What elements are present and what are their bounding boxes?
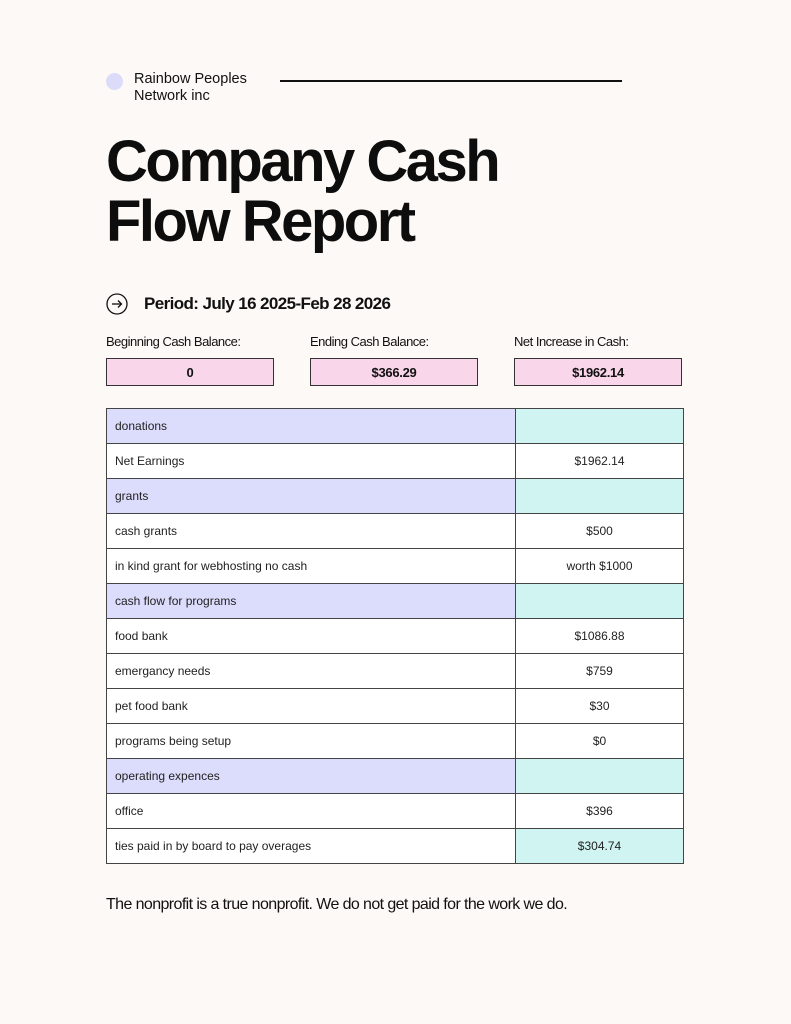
row-label: cash grants <box>106 513 516 549</box>
organization-name: Rainbow Peoples Network inc <box>134 71 284 105</box>
row-amount: $304.74 <box>515 828 684 864</box>
row-amount: $30 <box>515 688 684 724</box>
cash-flow-table-body: donations Net Earnings $1962.14 grants cash … <box>106 408 684 864</box>
beginning-balance-value: 0 <box>106 358 274 386</box>
net-increase: Net Increase in Cash: $1962.14 <box>514 334 684 386</box>
row-amount: worth $1000 <box>515 548 684 584</box>
cash-flow-table: donations Net Earnings $1962.14 grants cash … <box>106 408 684 864</box>
table-section-row: cash flow for programs <box>106 583 684 619</box>
arrow-right-circle-icon <box>106 293 128 315</box>
row-label: ties paid in by board to pay overages <box>106 828 516 864</box>
table-section-row: donations <box>106 408 684 444</box>
row-label: in kind grant for webhosting no cash <box>106 548 516 584</box>
organization-name-line1: Rainbow Peoples <box>134 71 247 87</box>
row-label: cash flow for programs <box>106 583 516 619</box>
row-amount: $500 <box>515 513 684 549</box>
table-row: pet food bank $30 <box>106 688 684 724</box>
ending-balance: Ending Cash Balance: $366.29 <box>310 334 480 386</box>
table-row: Net Earnings $1962.14 <box>106 443 684 479</box>
summary-section: Beginning Cash Balance: 0 Ending Cash Ba… <box>106 334 684 390</box>
row-amount: $0 <box>515 723 684 759</box>
period-text: Period: July 16 2025-Feb 28 2026 <box>144 294 391 313</box>
period-row: Period: July 16 2025-Feb 28 2026 <box>106 292 526 318</box>
table-row: emergancy needs $759 <box>106 653 684 689</box>
table-row: cash grants $500 <box>106 513 684 549</box>
row-amount: $1962.14 <box>515 443 684 479</box>
row-amount <box>515 408 684 444</box>
row-amount: $396 <box>515 793 684 829</box>
table-section-row: operating expences <box>106 758 684 794</box>
row-label: donations <box>106 408 516 444</box>
beginning-balance-label: Beginning Cash Balance: <box>106 334 241 349</box>
net-increase-value: $1962.14 <box>514 358 682 386</box>
row-amount: $1086.88 <box>515 618 684 654</box>
row-amount <box>515 478 684 514</box>
header-divider <box>280 80 622 82</box>
row-amount <box>515 758 684 794</box>
row-amount <box>515 583 684 619</box>
table-row: programs being setup $0 <box>106 723 684 759</box>
report-title: Company Cash Flow Report <box>106 132 626 252</box>
footnote: The nonprofit is a true nonprofit. We do… <box>106 896 568 913</box>
row-label: Net Earnings <box>106 443 516 479</box>
row-label: office <box>106 793 516 829</box>
net-increase-label: Net Increase in Cash: <box>514 334 629 349</box>
row-label: emergancy needs <box>106 653 516 689</box>
row-label: operating expences <box>106 758 516 794</box>
table-row: food bank $1086.88 <box>106 618 684 654</box>
organization-name-line2: Network inc <box>134 88 210 104</box>
report-title-line1: Company Cash <box>106 129 501 194</box>
row-amount: $759 <box>515 653 684 689</box>
row-label: food bank <box>106 618 516 654</box>
table-row: ties paid in by board to pay overages $30… <box>106 828 684 864</box>
row-label: grants <box>106 478 516 514</box>
row-label: programs being setup <box>106 723 516 759</box>
report-title-line2: Flow Report <box>106 189 416 254</box>
table-section-row: grants <box>106 478 684 514</box>
page-header: Rainbow Peoples Network inc <box>106 71 622 111</box>
circle-logo-icon <box>106 73 123 90</box>
table-row: office $396 <box>106 793 684 829</box>
ending-balance-label: Ending Cash Balance: <box>310 334 429 349</box>
ending-balance-value: $366.29 <box>310 358 478 386</box>
row-label: pet food bank <box>106 688 516 724</box>
beginning-balance: Beginning Cash Balance: 0 <box>106 334 276 386</box>
table-row: in kind grant for webhosting no cash wort… <box>106 548 684 584</box>
